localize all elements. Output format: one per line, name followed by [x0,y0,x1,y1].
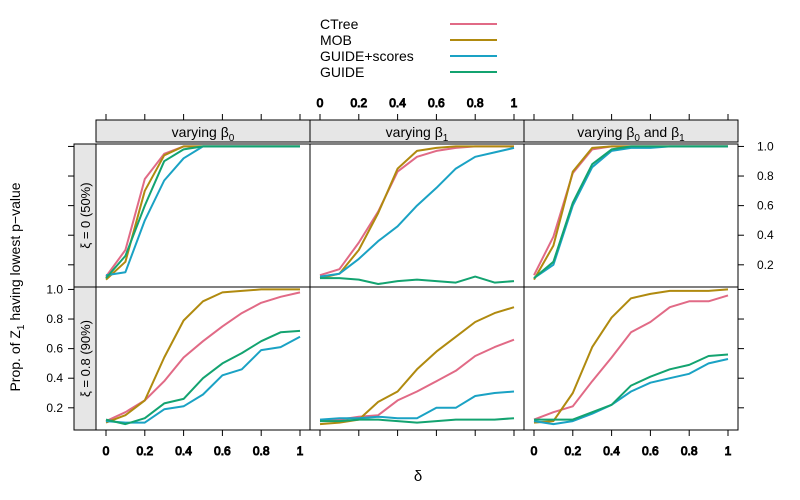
strip-3 [523,119,739,143]
y-axis-label-pre: Prop. of Z [7,330,23,392]
strip-label-sub2: 1 [679,133,685,144]
bottom-tick-label: 0.4 [175,444,192,458]
series-guide [105,145,300,279]
right-tick-label: 0.6 [757,199,774,213]
legend-label: CTree [320,16,359,32]
bottom-tick-label: 0.6 [214,444,231,458]
top-tick-label: 0 [317,96,324,110]
bottom-tick-label: 0.2 [136,444,153,458]
row-strip-pct: (90%) [78,320,93,358]
right-tick-label: 0.4 [757,228,774,242]
row-strip-label: ξ = 0.8 (90%) [78,320,93,397]
bottom-tick-label: 0 [531,444,538,458]
left-tick-label: 0.6 [46,342,63,356]
bottom-tick-label: 0.8 [253,444,270,458]
series-guide-scores [105,335,301,424]
top-tick-label: 0.8 [467,96,484,110]
legend-label: GUIDE+scores [320,48,414,64]
series-mob [319,306,515,426]
series-ctree [105,145,300,278]
y-axis-label-sub: 1 [16,324,27,330]
panel-r2-c1 [95,286,311,431]
bottom-tick-label: 0.8 [681,444,698,458]
top-tick-label: 0.2 [350,96,367,110]
left-tick-label: 0.4 [46,371,63,385]
strip-label-text: varying β [386,124,443,140]
top-x-axis: 0 0.2 0.4 0.6 0.8 1 [105,96,729,120]
series-mob [105,288,300,424]
series-guide [105,329,301,426]
y-axis-label-post: having lowest p−value [7,182,23,324]
series-mob [533,288,729,424]
series-guide-scores [533,358,729,426]
left-tick-label: 1.0 [46,282,63,296]
series-ctree [105,291,301,423]
strip-label-sub: 0 [229,133,235,144]
strip-label-sub: 1 [443,133,449,144]
series-guide [320,417,515,424]
bottom-tick-label: 1 [725,444,732,458]
right-y-axis: 0.2 0.4 0.6 0.8 1.0 [738,139,774,409]
bottom-tick-label: 0.2 [564,444,581,458]
series-guide [320,275,515,285]
strip-label-mid: and β [640,124,679,140]
series-ctree [319,338,515,423]
top-tick-label: 0.4 [389,96,406,110]
strip-label: varying β0 and β1 [577,124,685,144]
series-mob [319,145,514,280]
right-tick-label: 0.2 [757,258,774,272]
left-tick-label: 0.2 [46,401,63,415]
row-strip-pct: (50%) [78,182,93,220]
strip-label-text: varying β [577,124,634,140]
strip-label: varying β1 [386,124,449,144]
right-tick-label: 0.8 [757,169,774,183]
panels: varying β0 varying β1 varying β0 and β1ξ =… [73,119,739,431]
row-strip-xi: ξ = 0 [78,221,93,249]
bottom-tick-label: 0.6 [642,444,659,458]
bottom-tick-label: 1 [297,444,304,458]
top-tick-label: 1 [511,96,518,110]
bottom-x-axis: 0 0.2 0.4 0.6 0.8 1 0 0.2 0.4 0.6 0.8 1 [102,430,732,459]
panel-r2-c2 [309,286,525,431]
series-mob [533,145,728,281]
right-tick-label: 1.0 [757,139,774,153]
legend-label: GUIDE [320,64,364,80]
strip-label-sub: 0 [634,133,640,144]
series-guide [533,145,728,279]
x-axis-label: δ [414,468,422,485]
series-guide [534,353,729,421]
row-strip-label: ξ = 0 (50%) [78,182,93,248]
left-y-axis: 0.2 0.4 0.6 0.8 1.0 [46,145,74,415]
y-axis-label: Prop. of Z1 having lowest p−value [7,182,27,391]
series-guide-scores [319,390,515,421]
top-tick-label: 0.6 [428,96,445,110]
bottom-tick-label: 0 [103,444,110,458]
row-strip-xi: ξ = 0.8 [78,358,93,397]
strip-label: varying β0 [172,124,235,144]
panel-r2-c3 [523,286,739,431]
series-guide-scores [319,146,515,278]
series-ctree [319,145,514,277]
strip-label-text: varying β [172,124,229,140]
left-tick-label: 0.8 [46,312,63,326]
legend-label: MOB [320,32,352,48]
panel-r1-c3 [523,143,739,288]
series-ctree [533,294,729,421]
y-axis-label-text: Prop. of Z1 having lowest p−value [7,182,27,391]
bottom-tick-label: 0.4 [603,444,620,458]
